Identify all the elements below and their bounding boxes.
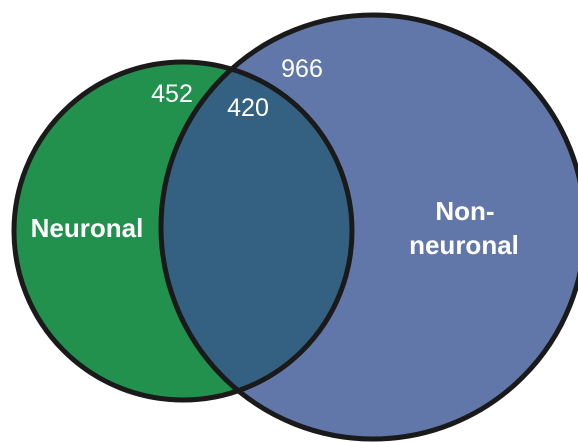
- non-neuronal-label-line1: Non-: [435, 196, 494, 226]
- non-neuronal-only-count: 966: [281, 55, 323, 83]
- neuronal-only-count: 452: [151, 80, 193, 108]
- non-neuronal-outline: [158, 12, 578, 442]
- neuronal-label: Neuronal: [31, 213, 144, 243]
- neuronal-outline: [11, 59, 355, 403]
- intersection-count: 420: [227, 94, 269, 122]
- non-neuronal-label-line2: neuronal: [409, 230, 519, 260]
- intersection-region: [161, 62, 352, 400]
